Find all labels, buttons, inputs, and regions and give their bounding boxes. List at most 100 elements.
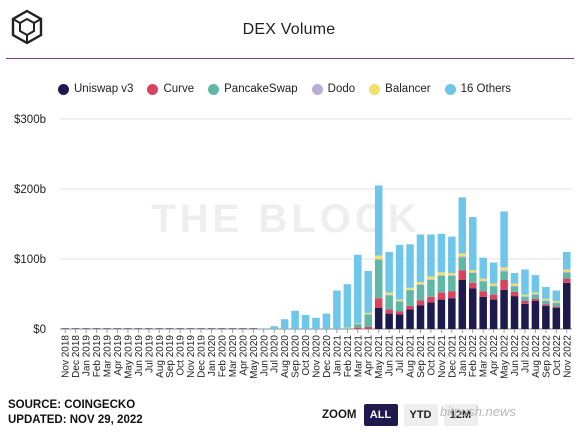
- bar-segment[interactable]: [354, 324, 362, 328]
- bar-segment[interactable]: [374, 308, 383, 329]
- bar-segment[interactable]: [458, 257, 467, 271]
- bar-segment[interactable]: [552, 301, 561, 303]
- legend-item-pancakeswap[interactable]: PancakeSwap: [208, 83, 298, 95]
- bar-segment[interactable]: [134, 328, 143, 329]
- bar-segment[interactable]: [259, 328, 268, 329]
- bar-segment[interactable]: [468, 282, 477, 289]
- bar-segment[interactable]: [563, 273, 571, 279]
- bar-segment[interactable]: [301, 315, 310, 329]
- bar-segment[interactable]: [479, 280, 487, 282]
- bar-segment[interactable]: [239, 328, 247, 329]
- bar-segment[interactable]: [71, 328, 80, 329]
- bar-segment[interactable]: [270, 326, 278, 329]
- bar-segment[interactable]: [103, 328, 111, 329]
- bar-segment[interactable]: [458, 270, 467, 280]
- bar-segment[interactable]: [416, 284, 425, 285]
- bar-segment[interactable]: [176, 328, 184, 329]
- bar-segment[interactable]: [406, 309, 414, 329]
- bar-segment[interactable]: [468, 273, 477, 283]
- zoom-12m-button[interactable]: 12M: [443, 404, 478, 426]
- bar-segment[interactable]: [364, 312, 372, 315]
- bar-segment[interactable]: [542, 287, 550, 299]
- bar-segment[interactable]: [437, 299, 446, 329]
- legend-item-16-others[interactable]: 16 Others: [444, 83, 511, 95]
- bar-segment[interactable]: [479, 296, 487, 329]
- bar-segment[interactable]: [406, 289, 414, 291]
- bar-segment[interactable]: [521, 294, 529, 297]
- bar-segment[interactable]: [448, 275, 456, 276]
- bar-segment[interactable]: [531, 292, 540, 294]
- bar-segment[interactable]: [563, 282, 571, 329]
- bar-segment[interactable]: [82, 328, 90, 329]
- bar-segment[interactable]: [416, 284, 425, 301]
- bar-segment[interactable]: [406, 244, 414, 288]
- bar-segment[interactable]: [354, 323, 362, 325]
- bar-segment[interactable]: [458, 253, 467, 257]
- bar-segment[interactable]: [343, 328, 352, 329]
- bar-segment[interactable]: [165, 328, 174, 329]
- bar-segment[interactable]: [552, 308, 561, 329]
- bar-segment[interactable]: [395, 314, 404, 329]
- bar-segment[interactable]: [395, 301, 404, 312]
- bar-segment[interactable]: [385, 292, 393, 295]
- bar-segment[interactable]: [437, 275, 446, 293]
- bar-segment[interactable]: [510, 286, 519, 292]
- bar-segment[interactable]: [343, 327, 352, 329]
- bar-segment[interactable]: [124, 328, 132, 329]
- bar-segment[interactable]: [479, 278, 487, 281]
- bar-segment[interactable]: [448, 275, 456, 292]
- bar-segment[interactable]: [186, 328, 195, 329]
- bar-segment[interactable]: [427, 279, 435, 280]
- bar-segment[interactable]: [374, 259, 383, 260]
- bar-segment[interactable]: [521, 296, 529, 297]
- bar-segment[interactable]: [531, 298, 540, 301]
- bar-segment[interactable]: [374, 298, 383, 308]
- bar-segment[interactable]: [427, 280, 435, 297]
- bar-segment[interactable]: [207, 328, 216, 329]
- bar-segment[interactable]: [406, 305, 414, 310]
- legend-item-uniswap-v3[interactable]: Uniswap v3: [58, 83, 133, 95]
- zoom-ytd-button[interactable]: YTD: [403, 404, 438, 426]
- legend-item-dodo[interactable]: Dodo: [311, 83, 355, 95]
- bar-segment[interactable]: [531, 294, 540, 299]
- bar-segment[interactable]: [500, 289, 508, 329]
- bar-segment[interactable]: [563, 271, 571, 273]
- bar-segment[interactable]: [510, 291, 519, 297]
- bar-segment[interactable]: [489, 283, 498, 286]
- bar-segment[interactable]: [291, 310, 299, 329]
- bar-segment[interactable]: [343, 284, 352, 328]
- bar-segment[interactable]: [468, 272, 477, 273]
- bar-segment[interactable]: [468, 217, 477, 271]
- bar-segment[interactable]: [521, 269, 529, 295]
- bar-segment[interactable]: [364, 326, 372, 329]
- bar-segment[interactable]: [385, 309, 393, 314]
- bar-segment[interactable]: [427, 302, 435, 329]
- bar-segment[interactable]: [385, 252, 393, 293]
- bar-segment[interactable]: [510, 273, 519, 284]
- bar-segment[interactable]: [542, 305, 550, 329]
- bar-segment[interactable]: [531, 275, 540, 293]
- bar-segment[interactable]: [312, 317, 320, 329]
- bar-segment[interactable]: [228, 328, 237, 329]
- bar-segment[interactable]: [385, 313, 393, 329]
- bar-segment[interactable]: [280, 319, 289, 329]
- bar-segment[interactable]: [531, 294, 540, 295]
- legend-item-balancer[interactable]: Balancer: [369, 83, 431, 95]
- bar-segment[interactable]: [468, 270, 477, 273]
- bar-segment[interactable]: [427, 296, 435, 303]
- bar-segment[interactable]: [374, 259, 383, 299]
- bar-segment[interactable]: [416, 300, 425, 306]
- bar-segment[interactable]: [354, 254, 362, 324]
- bar-segment[interactable]: [395, 245, 404, 300]
- legend-item-curve[interactable]: Curve: [147, 83, 194, 95]
- bar-segment[interactable]: [333, 290, 341, 330]
- bar-segment[interactable]: [510, 296, 519, 329]
- bar-segment[interactable]: [448, 273, 456, 276]
- bar-segment[interactable]: [521, 301, 529, 304]
- bar-segment[interactable]: [500, 267, 508, 271]
- bar-segment[interactable]: [395, 311, 404, 315]
- bar-segment[interactable]: [500, 211, 508, 268]
- bar-segment[interactable]: [468, 288, 477, 329]
- bar-segment[interactable]: [542, 304, 550, 306]
- bar-segment[interactable]: [500, 280, 508, 290]
